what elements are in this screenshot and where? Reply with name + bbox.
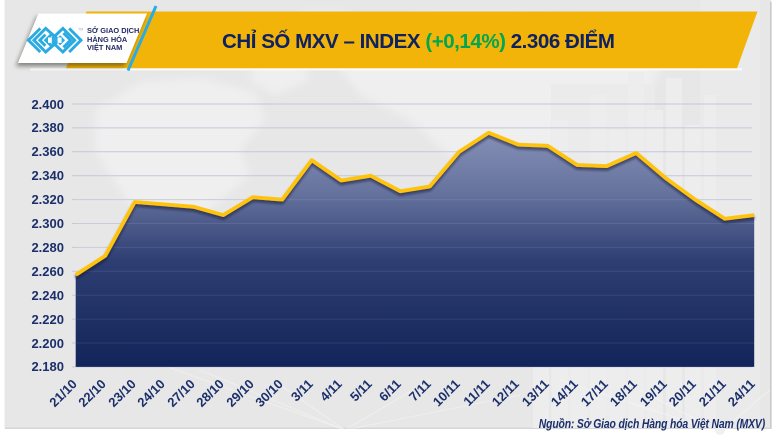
svg-text:TM: TM bbox=[78, 28, 83, 32]
